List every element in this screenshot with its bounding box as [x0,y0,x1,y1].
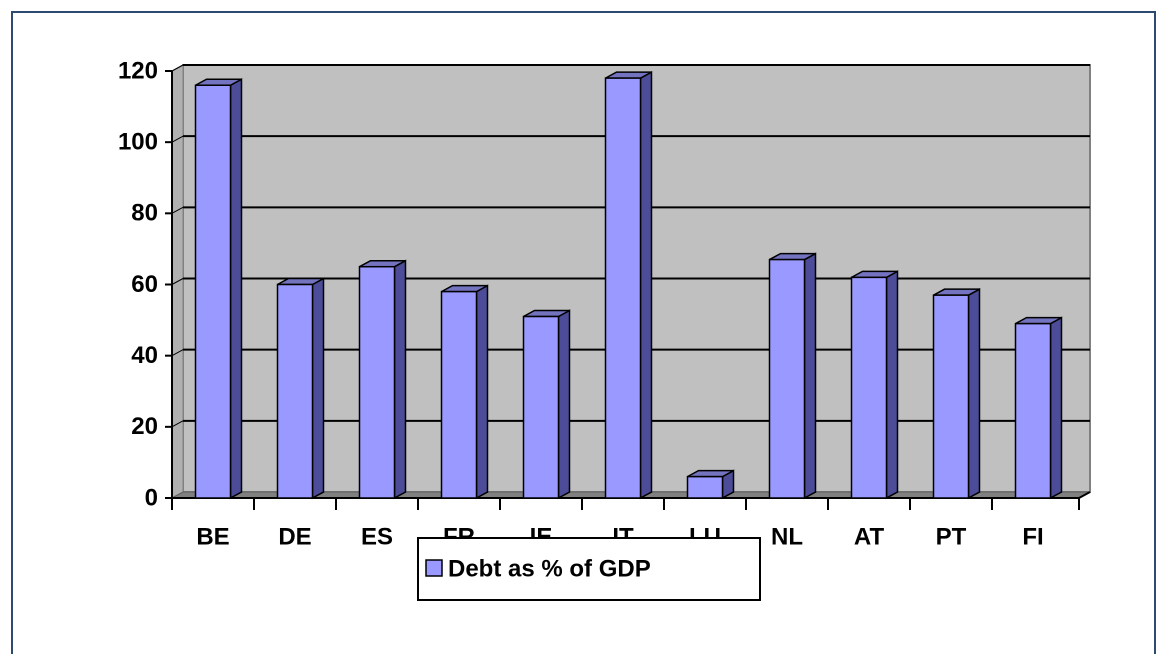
y-tick-label: 0 [145,484,158,511]
bar [932,294,970,499]
legend-label: Debt as % of GDP [448,555,651,582]
bar [276,283,314,499]
grid-line-side [171,206,184,214]
bar-side [803,252,817,500]
grid-line-side [171,64,184,72]
bar [686,475,724,499]
bar-side [885,270,899,500]
bar-side [1049,316,1063,500]
x-tick-label: ES [361,523,393,550]
grid-line-side [171,349,184,357]
bar-side [229,77,243,500]
bar-side [475,284,489,500]
y-tick-label: 80 [131,200,158,227]
bar [440,290,478,499]
x-tick-label: BE [196,523,229,550]
bar-side [967,287,981,500]
x-tick-label: AT [854,523,885,550]
bar-side [557,309,571,500]
bar [1014,322,1052,499]
y-tick-label: 60 [131,271,158,298]
bar [850,276,888,499]
x-tick-label: DE [278,523,311,550]
grid-line-side [171,420,184,428]
bar [194,84,232,499]
y-tick-label: 100 [118,129,158,156]
y-tick-label: 120 [118,57,158,84]
grid-line-side [171,135,184,143]
bar [604,77,642,499]
y-tick-label: 20 [131,413,158,440]
bar-side [311,277,325,500]
x-tick-label: FI [1022,523,1043,550]
bar [522,315,560,499]
x-axis-end [1078,491,1091,499]
x-tick-label: PT [936,523,967,550]
x-tick-label: NL [771,523,803,550]
bar-side [639,70,653,500]
grid-line-side [171,278,184,285]
bar-side [393,259,407,500]
bar [768,258,806,499]
bar [358,265,396,499]
legend-swatch [425,559,443,577]
legend-box [417,537,761,601]
y-tick-label: 40 [131,342,158,369]
